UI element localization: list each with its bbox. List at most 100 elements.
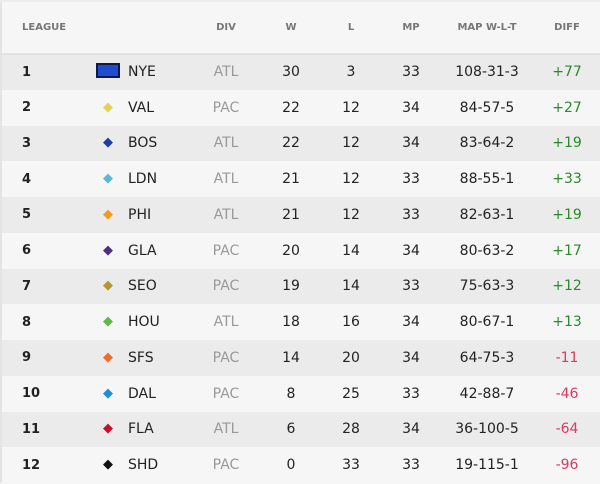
- matches-played: 33: [381, 375, 441, 412]
- header-l[interactable]: L: [321, 1, 381, 55]
- rank: 6: [1, 232, 96, 269]
- table-row[interactable]: 1 NYE ATL 30 3 33 108-31-3 +77: [1, 54, 600, 90]
- losses: 12: [321, 161, 381, 197]
- map-diff: +77: [533, 54, 600, 90]
- wins: 30: [261, 54, 321, 90]
- map-diff: -64: [533, 411, 600, 448]
- team-abbr: LDN: [128, 171, 158, 188]
- division: PAC: [191, 268, 261, 305]
- team-cell[interactable]: ◆ SHD: [96, 447, 191, 483]
- map-wlt: 75-63-3: [441, 268, 533, 305]
- division: ATL: [191, 411, 261, 448]
- team-cell[interactable]: ◆ PHI: [96, 197, 191, 233]
- team-cell[interactable]: ◆ DAL: [96, 375, 191, 412]
- rank: 1: [1, 54, 96, 90]
- map-wlt: 84-57-5: [441, 89, 533, 126]
- table-row[interactable]: 11 ◆ FLA ATL 6 28 34 36-100-5 -64: [1, 411, 600, 448]
- map-wlt: 108-31-3: [441, 54, 533, 90]
- team-cell[interactable]: ◆ FLA: [96, 411, 191, 448]
- division: PAC: [191, 89, 261, 126]
- table-row[interactable]: 6 ◆ GLA PAC 20 14 34 80-63-2 +17: [1, 232, 600, 269]
- matches-played: 34: [381, 125, 441, 162]
- header-league[interactable]: LEAGUE: [1, 1, 191, 55]
- losses: 20: [321, 340, 381, 376]
- team-cell[interactable]: ◆ SFS: [96, 340, 191, 376]
- map-diff: +19: [533, 125, 600, 162]
- team-abbr: FLA: [128, 421, 154, 438]
- map-diff: +13: [533, 304, 600, 340]
- bos-logo-icon: ◆: [103, 135, 113, 151]
- rank: 2: [1, 89, 96, 126]
- wins: 20: [261, 232, 321, 269]
- map-wlt: 88-55-1: [441, 161, 533, 197]
- wins: 18: [261, 304, 321, 340]
- division: PAC: [191, 447, 261, 483]
- rank: 7: [1, 268, 96, 305]
- table-row[interactable]: 5 ◆ PHI ATL 21 12 33 82-63-1 +19: [1, 197, 600, 233]
- wins: 6: [261, 411, 321, 448]
- wins: 19: [261, 268, 321, 305]
- table-row[interactable]: 8 ◆ HOU ATL 18 16 34 80-67-1 +13: [1, 304, 600, 340]
- table-row[interactable]: 4 ◆ LDN ATL 21 12 33 88-55-1 +33: [1, 161, 600, 197]
- matches-played: 34: [381, 340, 441, 376]
- rank: 8: [1, 304, 96, 340]
- losses: 12: [321, 89, 381, 126]
- team-cell[interactable]: ◆ HOU: [96, 304, 191, 340]
- team-cell[interactable]: ◆ LDN: [96, 161, 191, 197]
- team-abbr: PHI: [128, 206, 152, 223]
- team-cell[interactable]: ◆ GLA: [96, 232, 191, 269]
- losses: 25: [321, 375, 381, 412]
- team-cell[interactable]: ◆ BOS: [96, 125, 191, 162]
- hou-logo-icon: ◆: [103, 314, 113, 330]
- losses: 12: [321, 125, 381, 162]
- wins: 21: [261, 161, 321, 197]
- division: ATL: [191, 125, 261, 162]
- map-diff: +19: [533, 197, 600, 233]
- team-cell[interactable]: ◆ SEO: [96, 268, 191, 305]
- table-row[interactable]: 9 ◆ SFS PAC 14 20 34 64-75-3 -11: [1, 340, 600, 376]
- gla-logo-icon: ◆: [103, 242, 113, 258]
- phi-logo-icon: ◆: [103, 206, 113, 222]
- val-logo-icon: ◆: [103, 99, 113, 115]
- division: PAC: [191, 340, 261, 376]
- table-row[interactable]: 10 ◆ DAL PAC 8 25 33 42-88-7 -46: [1, 375, 600, 412]
- team-cell[interactable]: ◆ VAL: [96, 89, 191, 126]
- rank: 10: [1, 375, 96, 412]
- team-abbr: SHD: [128, 457, 159, 474]
- losses: 12: [321, 197, 381, 233]
- header-div[interactable]: DIV: [191, 1, 261, 55]
- matches-played: 33: [381, 447, 441, 483]
- shd-logo-icon: ◆: [103, 457, 113, 473]
- map-diff: +17: [533, 232, 600, 269]
- map-wlt: 42-88-7: [441, 375, 533, 412]
- table-row[interactable]: 2 ◆ VAL PAC 22 12 34 84-57-5 +27: [1, 89, 600, 126]
- team-abbr: GLA: [128, 242, 157, 259]
- rank: 12: [1, 447, 96, 483]
- losses: 33: [321, 447, 381, 483]
- matches-played: 34: [381, 411, 441, 448]
- wins: 21: [261, 197, 321, 233]
- map-wlt: 82-63-1: [441, 197, 533, 233]
- rank: 3: [1, 125, 96, 162]
- header-row: LEAGUE DIV W L MP MAP W-L-T DIFF: [1, 1, 600, 55]
- division: ATL: [191, 304, 261, 340]
- map-diff: +12: [533, 268, 600, 305]
- rank: 5: [1, 197, 96, 233]
- table-row[interactable]: 3 ◆ BOS ATL 22 12 34 83-64-2 +19: [1, 125, 600, 162]
- losses: 3: [321, 54, 381, 90]
- division: ATL: [191, 54, 261, 90]
- team-cell[interactable]: NYE: [96, 54, 191, 90]
- table-row[interactable]: 12 ◆ SHD PAC 0 33 33 19-115-1 -96: [1, 447, 600, 483]
- header-mp[interactable]: MP: [381, 1, 441, 55]
- matches-played: 33: [381, 197, 441, 233]
- table-row[interactable]: 7 ◆ SEO PAC 19 14 33 75-63-3 +12: [1, 268, 600, 305]
- header-w[interactable]: W: [261, 1, 321, 55]
- map-wlt: 83-64-2: [441, 125, 533, 162]
- team-abbr: DAL: [128, 385, 156, 402]
- header-diff[interactable]: DIFF: [533, 1, 600, 55]
- wins: 14: [261, 340, 321, 376]
- rank: 4: [1, 161, 96, 197]
- header-map-wlt[interactable]: MAP W-L-T: [441, 1, 533, 55]
- team-abbr: VAL: [128, 99, 155, 116]
- losses: 14: [321, 232, 381, 269]
